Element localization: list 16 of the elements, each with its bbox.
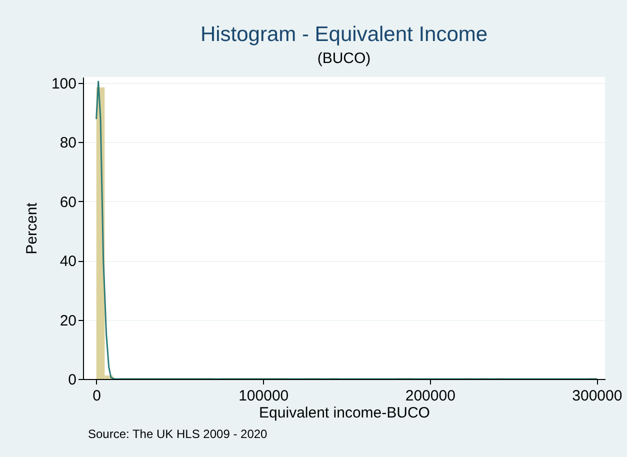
x-tick-label: 200000 — [405, 388, 456, 404]
x-axis-title: Equivalent income-BUCO — [259, 404, 430, 422]
chart-title: Histogram - Equivalent Income — [200, 22, 488, 46]
chart-subtitle: (BUCO) — [317, 50, 371, 67]
y-axis-title: Percent — [23, 202, 40, 254]
line-series — [96, 80, 598, 379]
x-tick-label: 100000 — [238, 388, 289, 404]
x-tick-label: 0 — [92, 388, 102, 404]
y-tick-label: 100 — [51, 75, 76, 92]
source-note: Source: The UK HLS 2009 - 2020 — [88, 427, 268, 441]
y-tick-label: 20 — [60, 312, 76, 330]
y-tick-label: 40 — [60, 253, 76, 270]
y-tick-label: 80 — [60, 134, 76, 152]
y-tick-label: 0 — [68, 372, 76, 388]
x-tick-label: 300000 — [572, 388, 622, 404]
y-tick-label: 60 — [60, 194, 76, 211]
